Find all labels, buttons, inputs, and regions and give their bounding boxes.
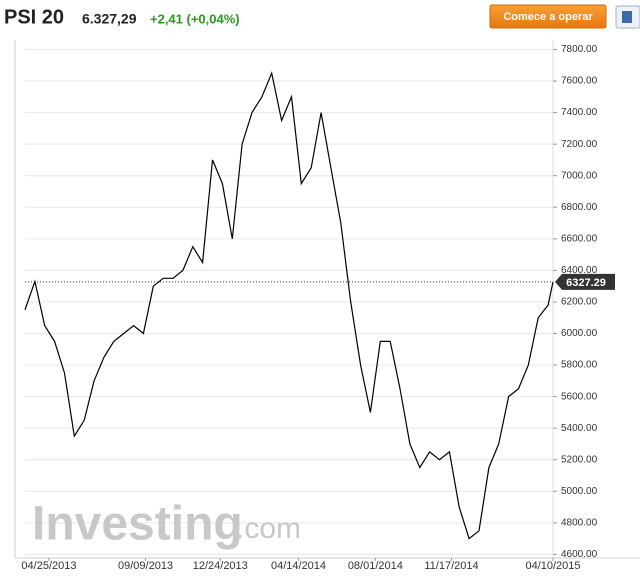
y-tick-label: 5600.00 [561, 391, 598, 402]
y-tick-label: 7400.00 [561, 107, 598, 118]
title: PSI 20 [4, 6, 64, 28]
x-tick-label: 11/17/2014 [424, 560, 478, 572]
y-tick-label: 6800.00 [561, 202, 598, 213]
x-tick-label: 09/09/2013 [118, 560, 173, 572]
x-tick-label: 04/25/2013 [21, 560, 76, 572]
price: 6.327,29 [82, 11, 137, 27]
watermark-suffix: .com [236, 512, 301, 545]
y-tick-label: 5400.00 [561, 423, 598, 434]
trade-button-label[interactable]: Comece a operar [503, 11, 593, 23]
y-tick-label: 6000.00 [561, 328, 598, 339]
x-tick-label: 04/14/2014 [271, 560, 326, 572]
y-tick-label: 5000.00 [561, 486, 598, 497]
y-tick-label: 6400.00 [561, 265, 598, 276]
y-tick-label: 5200.00 [561, 454, 598, 465]
last-price-tag [555, 273, 615, 290]
last-price-label: 6327.29 [566, 277, 606, 289]
y-tick-label: 5800.00 [561, 360, 598, 371]
y-tick-label: 4800.00 [561, 518, 598, 529]
price-line [24, 71, 554, 540]
change: +2,41 (+0,04%) [150, 11, 240, 26]
icon [622, 11, 632, 23]
y-tick-label: 6600.00 [561, 233, 598, 244]
y-tick-label: 7800.00 [561, 44, 598, 55]
y-tick-label: 7600.00 [561, 76, 598, 87]
y-tick-label: 7000.00 [561, 170, 598, 181]
trade-button[interactable] [489, 4, 607, 29]
y-tick-label: 6200.00 [561, 297, 598, 308]
x-tick-label: 04/10/2015 [525, 560, 580, 572]
y-tick-label: 4600.00 [561, 549, 598, 560]
x-tick-label: 08/01/2014 [348, 560, 403, 572]
x-tick-label: 12/24/2013 [193, 560, 248, 572]
watermark-brand: Investing [32, 498, 243, 551]
y-tick-label: 7200.00 [561, 139, 598, 150]
